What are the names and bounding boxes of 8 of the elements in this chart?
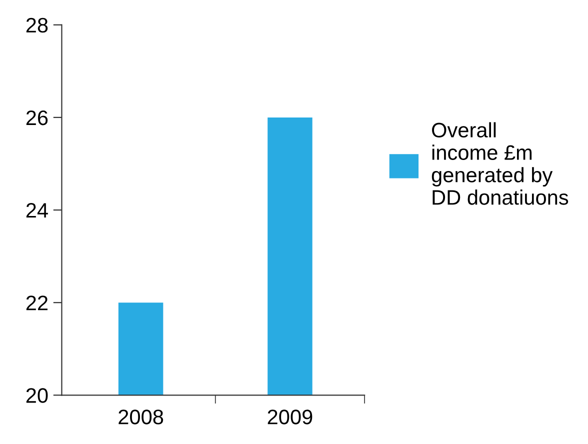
legend-label: Overall income £m generated by DD donatiuons <box>432 122 568 205</box>
y-tick-label: 24 <box>26 203 48 218</box>
y-tick-label: 28 <box>26 18 48 33</box>
y-tick-label: 26 <box>26 110 48 126</box>
y-tick-label: 20 <box>26 388 48 403</box>
y-tick-label: 22 <box>26 296 48 310</box>
x-tick-label: 2008 <box>118 410 164 424</box>
x-tick-label: 2009 <box>268 410 312 424</box>
